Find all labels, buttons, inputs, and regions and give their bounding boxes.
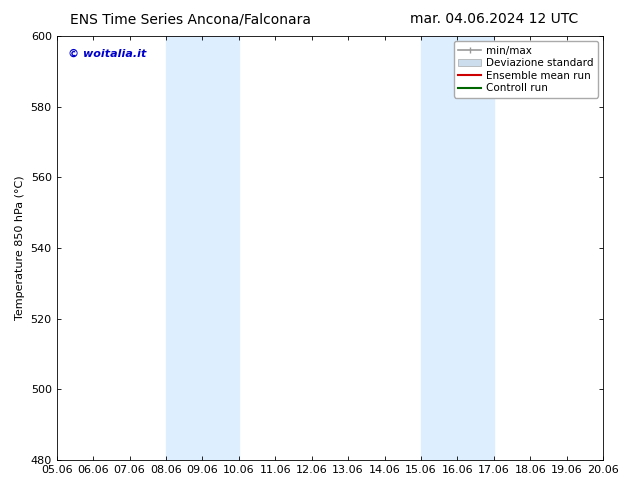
Legend: min/max, Deviazione standard, Ensemble mean run, Controll run: min/max, Deviazione standard, Ensemble m… xyxy=(454,41,598,98)
Y-axis label: Temperature 850 hPa (°C): Temperature 850 hPa (°C) xyxy=(15,176,25,320)
Text: © woitalia.it: © woitalia.it xyxy=(68,49,146,59)
Bar xyxy=(421,36,494,460)
Text: ENS Time Series Ancona/Falconara: ENS Time Series Ancona/Falconara xyxy=(70,12,311,26)
Bar xyxy=(166,36,239,460)
Text: mar. 04.06.2024 12 UTC: mar. 04.06.2024 12 UTC xyxy=(410,12,579,26)
